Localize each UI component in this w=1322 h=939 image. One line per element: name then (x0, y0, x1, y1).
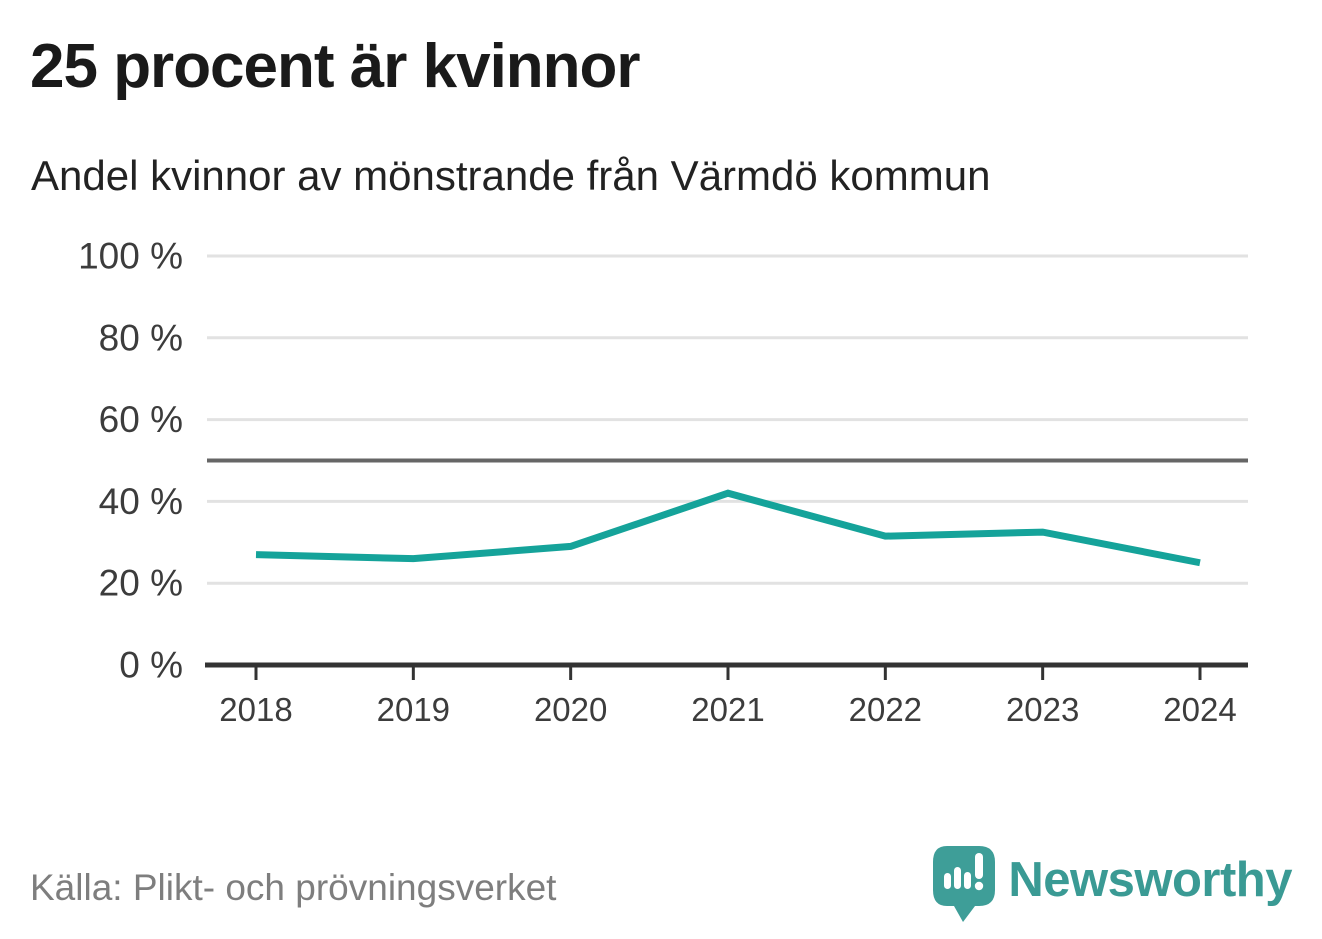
newsworthy-wordmark: Newsworthy (1008, 852, 1292, 907)
x-tick-label: 2019 (377, 691, 450, 728)
y-tick-label: 80 % (99, 317, 183, 358)
chart-subtitle: Andel kvinnor av mönstrande från Värmdö … (31, 152, 991, 199)
x-tick-label: 2024 (1163, 691, 1236, 728)
x-tick-label: 2023 (1006, 691, 1079, 728)
source-note: Källa: Plikt- och prövningsverket (30, 867, 557, 908)
y-tick-label: 0 % (119, 645, 183, 686)
x-tick-label: 2020 (534, 691, 607, 728)
x-tick-label: 2022 (849, 691, 922, 728)
newsworthy-logo: Newsworthy (932, 844, 1292, 926)
y-tick-label: 60 % (99, 399, 183, 440)
chart-title: 25 procent är kvinnor (30, 32, 641, 101)
data-line (255, 489, 1201, 567)
x-tick-label: 2018 (219, 691, 292, 728)
x-tick-label: 2021 (691, 691, 764, 728)
y-tick-label: 100 % (78, 236, 183, 277)
newsworthy-logo-icon (933, 846, 996, 922)
y-tick-label: 20 % (99, 563, 183, 604)
y-tick-label: 40 % (99, 481, 183, 522)
